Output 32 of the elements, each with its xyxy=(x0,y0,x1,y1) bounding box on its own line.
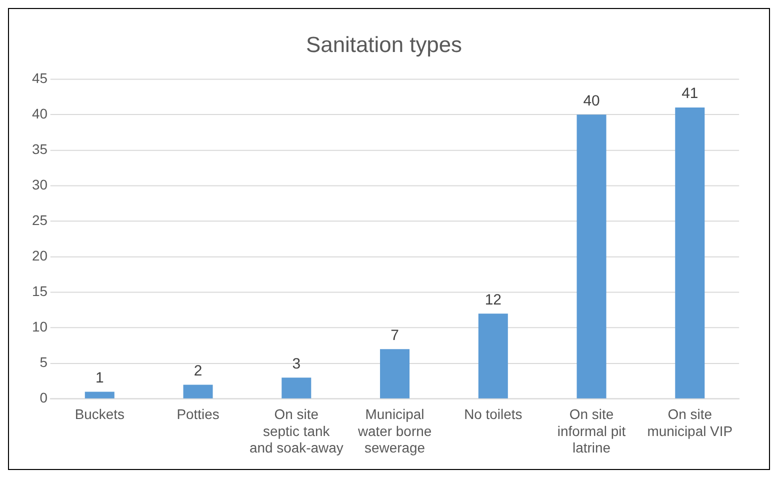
y-tick-label: 40 xyxy=(32,105,48,122)
data-label: 12 xyxy=(484,291,502,308)
x-tick-label: On site informal pit latrine xyxy=(557,406,626,456)
x-tick-label: Buckets xyxy=(74,406,124,422)
x-tick-label: Potties xyxy=(176,406,220,422)
bar xyxy=(675,108,705,398)
bar xyxy=(478,314,508,398)
bar xyxy=(282,378,312,398)
chart-title: Sanitation types xyxy=(306,32,462,58)
x-tick-label: On site septic tank and soak-away xyxy=(249,406,344,456)
bar xyxy=(84,392,114,398)
y-tick-label: 10 xyxy=(32,318,48,335)
y-tick-label: 15 xyxy=(32,283,48,300)
bar xyxy=(576,114,606,398)
data-label: 3 xyxy=(292,355,301,372)
x-tick-label: On site municipal VIP xyxy=(647,406,733,439)
y-tick-label: 5 xyxy=(40,354,48,370)
data-label: 1 xyxy=(95,369,104,386)
y-tick-label: 45 xyxy=(32,70,48,86)
bar xyxy=(380,349,410,398)
y-tick-label: 20 xyxy=(32,248,48,264)
x-tick-label: No toilets xyxy=(464,406,522,422)
y-tick-label: 25 xyxy=(32,212,48,228)
y-tick-label: 30 xyxy=(32,176,48,193)
bar xyxy=(183,384,213,398)
y-tick-label: 35 xyxy=(32,141,48,158)
y-tick-label: 0 xyxy=(40,390,48,406)
x-tick-label: Municipal water borne sewerage xyxy=(356,406,432,456)
data-label: 40 xyxy=(583,92,600,110)
data-label: 2 xyxy=(194,362,202,380)
data-label: 7 xyxy=(390,326,399,344)
data-label: 41 xyxy=(682,85,698,102)
